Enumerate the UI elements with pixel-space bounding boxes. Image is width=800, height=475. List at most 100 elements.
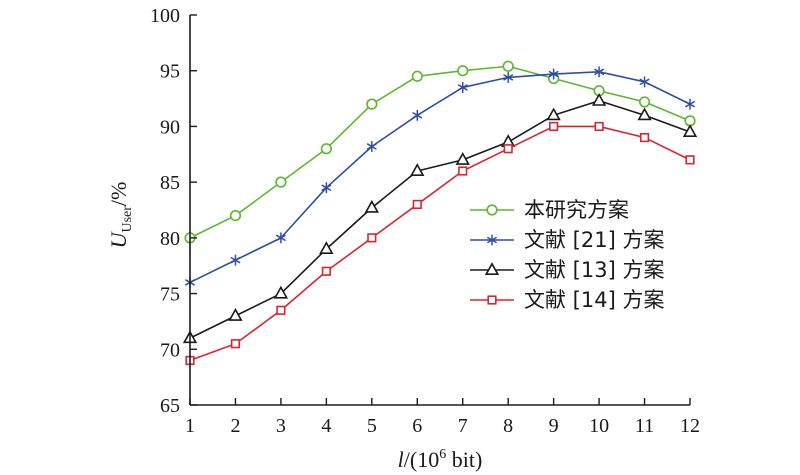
asterisk-stroke	[503, 74, 514, 81]
data-point	[685, 155, 695, 165]
x-tick-label: 5	[367, 415, 377, 437]
data-point	[230, 254, 241, 266]
series-3	[182, 92, 698, 344]
asterisk-stroke	[548, 70, 559, 78]
data-point	[548, 68, 559, 80]
data-point	[457, 65, 469, 77]
series-1	[184, 60, 696, 244]
data-point	[412, 109, 423, 121]
y-tick-label: 90	[160, 116, 180, 138]
data-point	[639, 76, 650, 88]
series-2	[185, 66, 695, 288]
y-tick-label: 65	[160, 395, 180, 417]
x-axis-unit-open: /(10	[404, 447, 439, 472]
data-point	[639, 132, 650, 143]
data-point	[275, 176, 287, 188]
legend-marker	[487, 234, 497, 246]
asterisk-stroke	[321, 184, 332, 191]
data-point	[594, 66, 604, 78]
asterisk-stroke	[366, 143, 377, 150]
data-point	[229, 209, 242, 222]
legend-item: 本研究方案	[470, 198, 629, 222]
y-tick-label: 95	[160, 61, 180, 83]
data-point	[682, 124, 698, 137]
asterisk-stroke	[276, 234, 286, 242]
data-point	[273, 285, 289, 299]
data-point	[367, 233, 377, 243]
data-point	[321, 182, 332, 194]
legend-item: 文献 [14] 方案	[470, 288, 664, 312]
data-point	[455, 152, 470, 165]
x-axis-title: l/(106 bit)	[398, 447, 483, 472]
y-axis-title: UUser/%	[106, 182, 135, 249]
legend-label: 文献 [13] 方案	[524, 258, 664, 282]
x-tick-label: 6	[412, 415, 422, 437]
data-point	[502, 60, 514, 72]
x-tick-label: 9	[549, 415, 559, 437]
asterisk-stroke	[487, 236, 497, 244]
x-axis-superscript: 6	[439, 447, 446, 462]
asterisk-stroke	[457, 84, 468, 91]
legend-label: 本研究方案	[524, 198, 629, 222]
y-tick-label: 80	[160, 228, 180, 250]
legend-item: 文献 [21] 方案	[470, 228, 664, 252]
series-layer	[182, 60, 698, 366]
legend-marker	[486, 204, 498, 216]
asterisk-stroke	[412, 112, 423, 119]
asterisk-stroke	[639, 78, 650, 86]
x-tick-label: 11	[635, 415, 654, 437]
data-point	[410, 163, 425, 176]
series-line	[189, 100, 691, 339]
data-point	[685, 98, 695, 110]
data-point	[591, 92, 607, 106]
y-tick-label: 75	[160, 284, 180, 306]
y-tick-label: 70	[160, 339, 180, 361]
data-point	[594, 121, 604, 132]
axes-layer	[189, 15, 690, 406]
data-point	[637, 107, 652, 121]
x-tick-label: 4	[321, 415, 331, 437]
y-tick-label: 85	[160, 172, 180, 194]
asterisk-stroke	[594, 68, 604, 75]
data-point	[503, 144, 513, 154]
series-line	[189, 125, 691, 362]
x-tick-label: 7	[458, 415, 468, 437]
y-tick-label: 100	[150, 5, 180, 27]
data-point	[319, 241, 334, 254]
x-tick-label: 3	[276, 415, 286, 437]
legend-label: 文献 [14] 方案	[524, 288, 664, 312]
data-point	[457, 81, 468, 93]
asterisk-stroke	[230, 256, 241, 264]
data-point	[321, 266, 331, 276]
series-line	[189, 65, 691, 239]
data-point	[276, 232, 286, 244]
legend-label: 文献 [21] 方案	[524, 228, 664, 252]
data-point	[549, 121, 559, 132]
legend-item: 文献 [13] 方案	[470, 258, 664, 282]
data-point	[638, 96, 651, 108]
series-4	[185, 121, 695, 366]
data-point	[366, 140, 377, 153]
y-axis-variable: U	[106, 230, 131, 248]
data-point	[546, 107, 561, 121]
legend-marker	[487, 295, 497, 305]
x-axis-unit-close: bit)	[446, 447, 482, 472]
data-point	[228, 308, 243, 321]
x-tick-label: 1	[185, 415, 195, 437]
data-point	[364, 199, 379, 213]
data-point	[458, 166, 468, 176]
data-point	[503, 71, 514, 83]
x-tick-label: 10	[589, 415, 609, 437]
x-tick-label: 12	[680, 415, 700, 437]
legend-marker	[484, 262, 500, 276]
asterisk-stroke	[685, 100, 695, 108]
x-axis-variable: l	[398, 447, 404, 472]
x-tick-label: 2	[230, 415, 240, 437]
data-point	[276, 305, 286, 315]
data-point	[411, 70, 423, 82]
y-axis-subscript: User	[120, 206, 135, 233]
data-point	[230, 339, 241, 349]
